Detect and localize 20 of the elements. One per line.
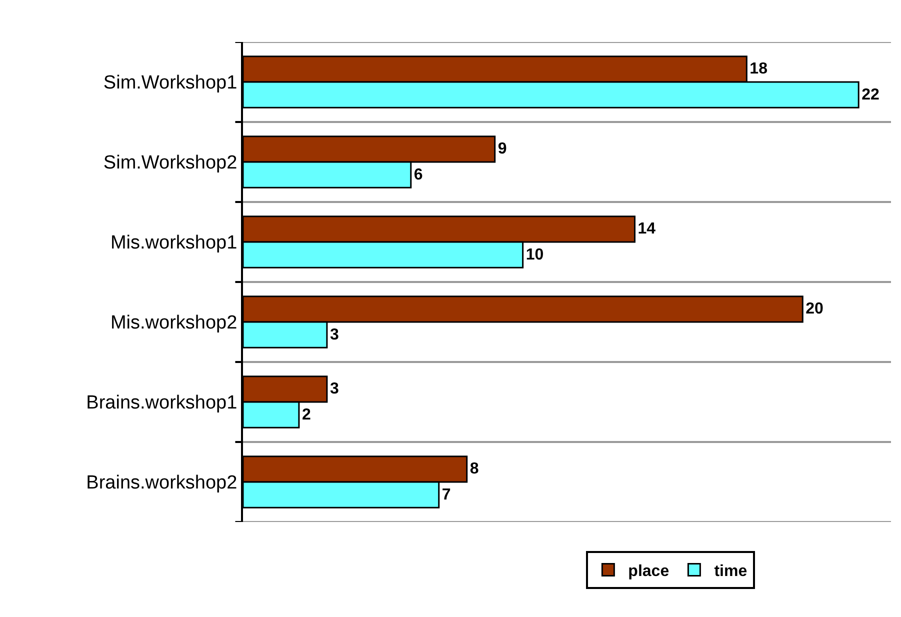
data-label: 2 [302, 406, 311, 424]
data-label: 20 [806, 300, 824, 318]
data-label: 3 [330, 326, 339, 344]
y-tick-label: Mis.workshop1 [110, 232, 238, 254]
data-label: 8 [470, 460, 479, 478]
y-tick-label: Brains.workshop2 [86, 472, 238, 494]
y-tick-label: Brains.workshop1 [86, 392, 238, 414]
data-label: 9 [498, 140, 507, 158]
data-label: 7 [442, 486, 451, 504]
legend-label: time [714, 562, 748, 580]
y-tick-label: Sim.Workshop2 [103, 152, 238, 174]
data-label: 10 [526, 246, 544, 264]
data-label: 6 [414, 166, 423, 184]
y-tick-label: Sim.Workshop1 [103, 72, 238, 94]
y-tick-label: Mis.workshop2 [110, 312, 238, 334]
data-label: 14 [638, 220, 656, 238]
data-label: 22 [862, 86, 880, 104]
legend-label: place [628, 562, 670, 580]
data-label: 3 [330, 380, 339, 398]
data-label: 18 [750, 60, 768, 78]
